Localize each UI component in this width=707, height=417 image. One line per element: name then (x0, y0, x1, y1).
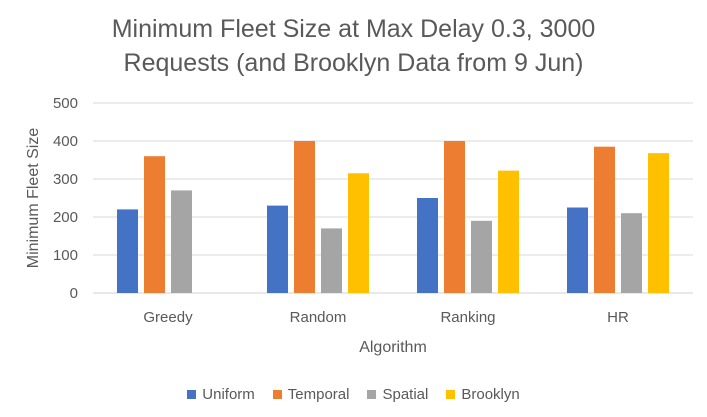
legend-label: Brooklyn (461, 386, 520, 403)
bar-temporal-greedy (144, 156, 165, 293)
y-tick-label: 100 (53, 247, 78, 264)
bar-uniform-ranking (417, 198, 438, 293)
bar-temporal-hr (594, 146, 615, 293)
y-tick-label: 400 (53, 133, 78, 150)
bar-spatial-random (321, 228, 342, 293)
legend-swatch (367, 390, 377, 399)
bar-uniform-hr (567, 207, 588, 293)
legend-item-brooklyn: Brooklyn (446, 386, 520, 403)
bar-temporal-ranking (444, 141, 465, 293)
y-tick-label: 0 (70, 285, 78, 302)
bar-brooklyn-hr (648, 153, 669, 293)
chart-title-line-1: Minimum Fleet Size at Max Delay 0.3, 300… (111, 15, 596, 43)
legend-swatch (272, 390, 282, 399)
gridlines (93, 102, 693, 294)
x-tick-label: HR (607, 309, 629, 326)
bar-spatial-ranking (471, 220, 492, 293)
bars (117, 141, 669, 293)
x-tick-label: Greedy (143, 309, 193, 326)
legend-label: Spatial (382, 386, 429, 403)
x-tick-label: Ranking (440, 309, 495, 326)
chart-title-line-2: Requests (and Brooklyn Data from 9 Jun) (123, 49, 584, 77)
legend-item-spatial: Spatial (367, 386, 428, 403)
legend-item-uniform: Uniform (187, 386, 255, 403)
legend-swatch (446, 390, 456, 399)
y-tick-label: 200 (53, 209, 78, 226)
bar-uniform-random (267, 205, 288, 293)
x-tick-label: Random (290, 309, 347, 326)
bar-brooklyn-ranking (498, 170, 519, 293)
bar-brooklyn-random (348, 173, 369, 293)
y-tick-label: 300 (53, 171, 78, 188)
legend-swatch (187, 390, 197, 399)
y-tick-labels: 0 100 200 300 400 500 (53, 95, 78, 302)
legend: Uniform Temporal Spatial Brooklyn (0, 386, 707, 403)
y-axis-label: Minimum Fleet Size (25, 128, 42, 269)
x-axis-label: Algorithm (359, 339, 427, 356)
legend-item-temporal: Temporal (272, 386, 350, 403)
y-tick-label: 500 (53, 95, 78, 112)
bar-uniform-greedy (117, 209, 138, 293)
bar-spatial-hr (621, 213, 642, 293)
legend-label: Temporal (287, 386, 350, 403)
legend-label: Uniform (202, 386, 255, 403)
chart-title: Minimum Fleet Size at Max Delay 0.3, 300… (0, 12, 707, 80)
bar-temporal-random (294, 141, 315, 293)
bar-spatial-greedy (171, 190, 192, 293)
x-tick-labels: Greedy Random Ranking HR (143, 309, 629, 326)
